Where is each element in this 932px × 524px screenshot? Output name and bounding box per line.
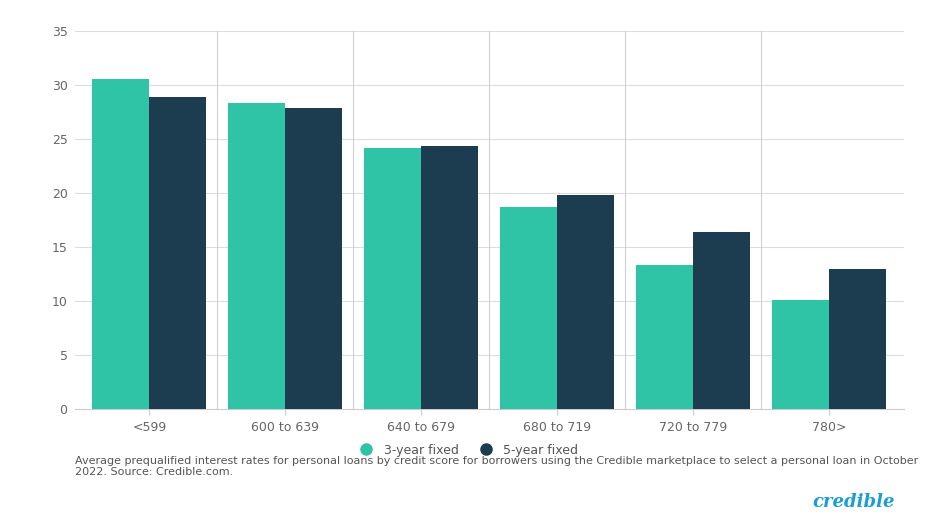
Bar xyxy=(500,207,557,409)
Bar xyxy=(829,269,886,409)
Bar xyxy=(693,232,750,409)
Text: Average prequalified interest rates for personal loans by credit score for borro: Average prequalified interest rates for … xyxy=(75,456,918,477)
Bar xyxy=(149,97,207,409)
Bar xyxy=(228,103,285,409)
Bar xyxy=(772,300,829,409)
Bar xyxy=(421,146,478,409)
Bar xyxy=(92,79,149,409)
Bar xyxy=(637,265,693,409)
Bar xyxy=(285,108,342,409)
Text: credible: credible xyxy=(812,493,895,511)
Bar xyxy=(557,195,614,409)
Bar xyxy=(364,148,421,409)
Legend: 3-year fixed, 5-year fixed: 3-year fixed, 5-year fixed xyxy=(349,439,583,462)
